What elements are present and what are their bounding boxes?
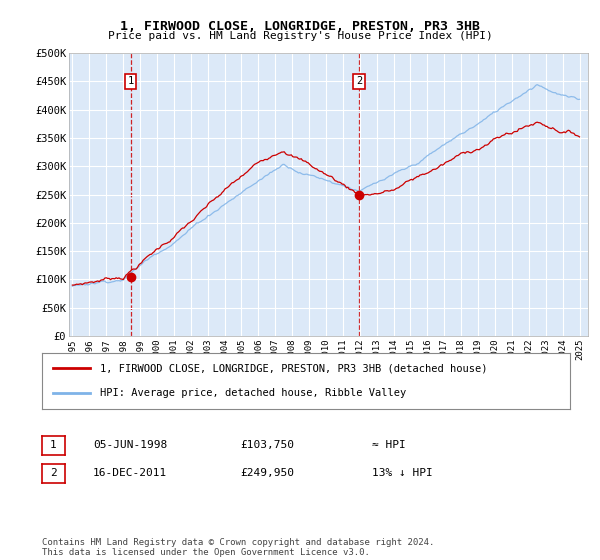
Text: 1, FIRWOOD CLOSE, LONGRIDGE, PRESTON, PR3 3HB: 1, FIRWOOD CLOSE, LONGRIDGE, PRESTON, PR…: [120, 20, 480, 32]
Text: 16-DEC-2011: 16-DEC-2011: [93, 468, 167, 478]
Text: Price paid vs. HM Land Registry's House Price Index (HPI): Price paid vs. HM Land Registry's House …: [107, 31, 493, 41]
Text: 05-JUN-1998: 05-JUN-1998: [93, 440, 167, 450]
Text: ≈ HPI: ≈ HPI: [372, 440, 406, 450]
Text: HPI: Average price, detached house, Ribble Valley: HPI: Average price, detached house, Ribb…: [100, 388, 406, 398]
Text: 1, FIRWOOD CLOSE, LONGRIDGE, PRESTON, PR3 3HB (detached house): 1, FIRWOOD CLOSE, LONGRIDGE, PRESTON, PR…: [100, 363, 488, 374]
Text: £103,750: £103,750: [240, 440, 294, 450]
Text: £249,950: £249,950: [240, 468, 294, 478]
Text: 2: 2: [50, 468, 57, 478]
Text: 2: 2: [356, 77, 362, 86]
Text: 13% ↓ HPI: 13% ↓ HPI: [372, 468, 433, 478]
Text: 1: 1: [50, 440, 57, 450]
Text: Contains HM Land Registry data © Crown copyright and database right 2024.
This d: Contains HM Land Registry data © Crown c…: [42, 538, 434, 557]
Text: 1: 1: [127, 77, 134, 86]
